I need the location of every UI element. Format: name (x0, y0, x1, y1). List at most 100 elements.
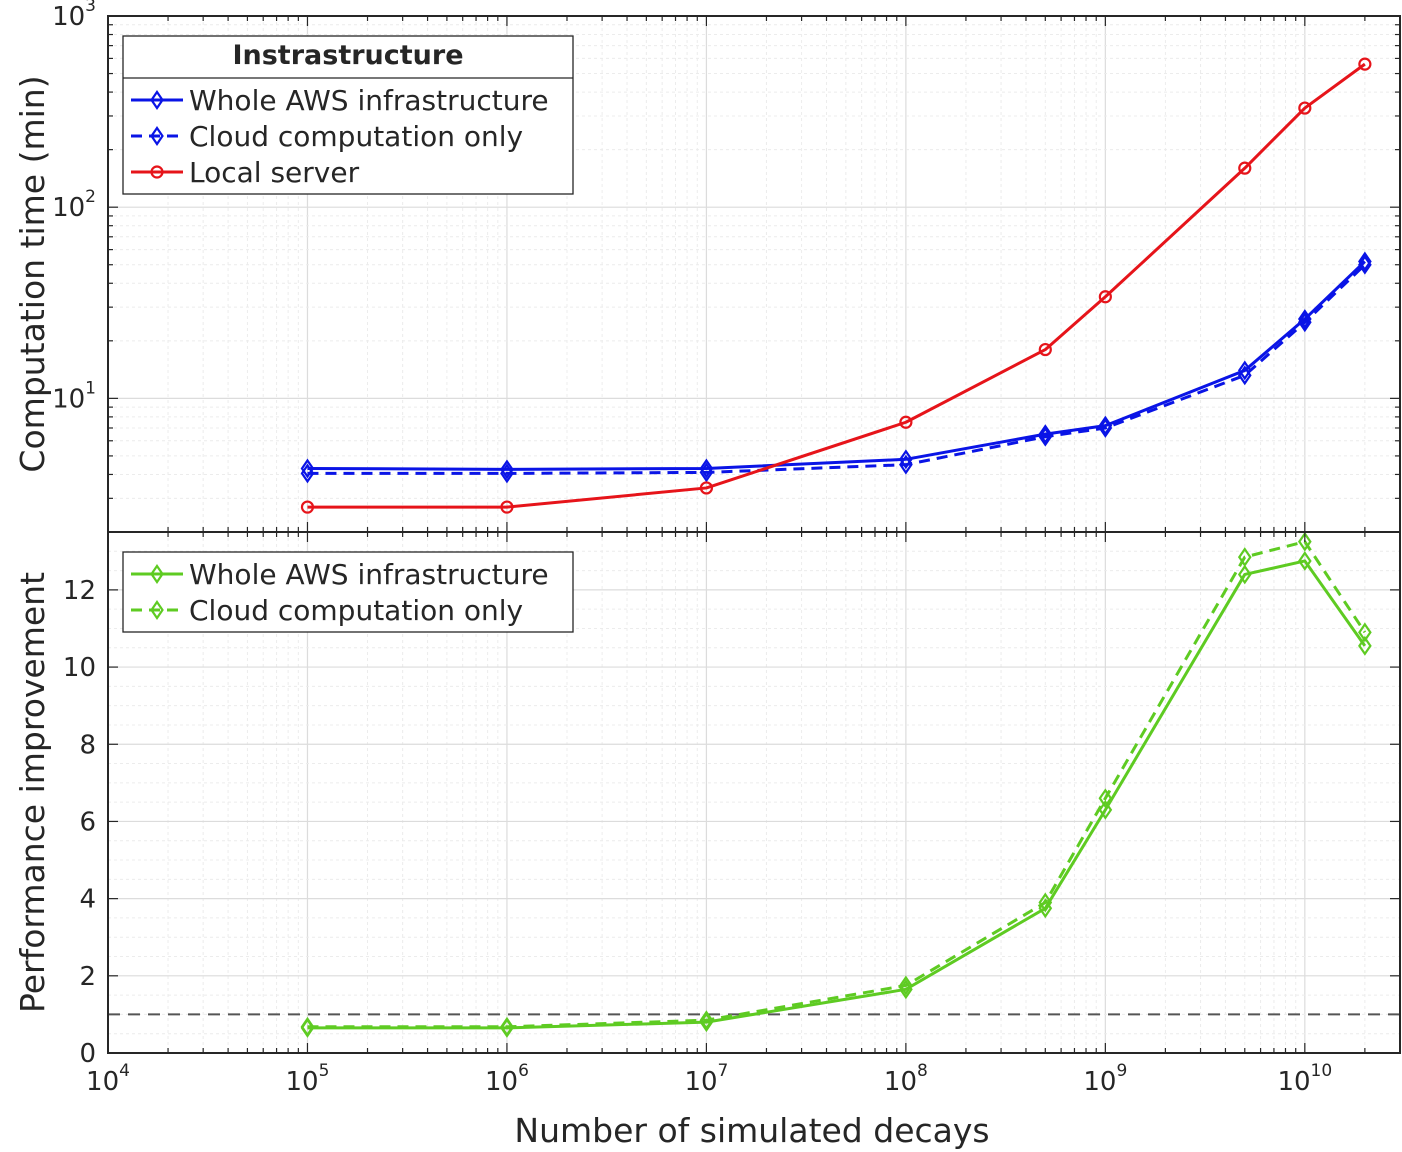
series-line (307, 62, 1366, 509)
y-tick-label: 103 (52, 0, 96, 32)
x-axis-title: Number of simulated decays (514, 1111, 989, 1150)
plot-frame (107, 531, 1401, 1054)
series-0 (300, 251, 1372, 480)
gridlines (107, 531, 1401, 1054)
y-tick-label: 102 (52, 187, 96, 223)
tick-exponent: 3 (85, 0, 96, 16)
tick-exponent: 1 (85, 378, 96, 398)
data-point (1297, 531, 1312, 552)
series-line (307, 559, 1367, 1030)
data-point (1358, 635, 1372, 656)
data-point (1238, 161, 1252, 175)
tick-base: 10 (52, 384, 85, 414)
data-point (699, 1010, 714, 1031)
data-point (899, 454, 913, 475)
data-point (1358, 254, 1372, 275)
tick-exponent: 8 (917, 1061, 928, 1081)
data-point (699, 458, 714, 479)
y-tick-label: 4 (79, 885, 96, 915)
data-point (1237, 365, 1252, 386)
y-tick-labels: 0 2 4 6 8 10 12 (63, 576, 96, 1069)
data-point (1098, 290, 1112, 304)
data-point (300, 458, 315, 479)
series-line (307, 260, 1366, 471)
legend-box (122, 551, 574, 633)
legend-label: Local server (189, 156, 360, 189)
legend-swatch-marker (150, 564, 164, 584)
series-1 (300, 531, 1372, 1037)
y-axis-title: Performance improvement (13, 572, 52, 1013)
series-1 (300, 254, 1372, 484)
data-point (300, 500, 315, 514)
legend-swatch-marker (150, 90, 164, 110)
tick-exponent: 10 (1311, 1061, 1333, 1081)
data-point (500, 463, 514, 484)
tick-base: 10 (52, 2, 85, 32)
tick-exponent: 4 (119, 1061, 130, 1081)
data-point (1297, 309, 1312, 329)
x-tick-labels: 104 105 106 107 108 109 1010 (86, 1061, 1332, 1097)
data-point (500, 500, 514, 514)
y-tick-label: 6 (79, 807, 96, 837)
x-tick-label: 109 (1083, 1061, 1127, 1097)
y-tick-label: 8 (79, 730, 96, 760)
tick-base: 10 (1277, 1067, 1310, 1097)
data-point (1297, 551, 1312, 571)
tick-base: 10 (86, 1067, 119, 1097)
x-tick-label: 107 (684, 1061, 728, 1097)
x-tick-label: 106 (485, 1061, 529, 1097)
y-tick-label: 10 (63, 653, 96, 683)
legend-swatch-marker (150, 126, 164, 146)
legend-swatch-marker (150, 165, 164, 179)
data-point (1098, 788, 1113, 809)
tick-base: 10 (286, 1067, 319, 1097)
y-tick-label: 12 (63, 576, 96, 606)
data-point (300, 1016, 315, 1037)
legend-title: Instrastructure (232, 40, 463, 71)
tick-exponent: 2 (85, 187, 96, 207)
data-point (300, 463, 315, 484)
data-point (1358, 57, 1372, 71)
x-tick-label: 104 (86, 1061, 130, 1097)
data-point (1358, 251, 1372, 272)
legend-label: Cloud computation only (189, 120, 523, 153)
data-point (899, 449, 913, 470)
legend: Instrastructure Whole AWS infrastructureC… (122, 35, 574, 195)
y-axis-title: Computation time (min) (13, 75, 52, 472)
legend-box (122, 35, 574, 195)
data-point (500, 459, 514, 480)
data-point (1038, 426, 1053, 447)
x-tick-label: 108 (884, 1061, 928, 1097)
tick-base: 10 (684, 1067, 717, 1097)
data-point (1038, 892, 1053, 913)
data-point (1038, 342, 1052, 357)
data-point (1298, 101, 1312, 115)
y-tick-label: 101 (52, 378, 96, 414)
data-point (1237, 547, 1252, 568)
legend-label: Whole AWS infrastructure (189, 558, 549, 591)
y-tick-label: 0 (79, 1039, 96, 1069)
tick-exponent: 7 (718, 1061, 729, 1081)
tick-exponent: 5 (319, 1061, 330, 1081)
tick-base: 10 (52, 193, 85, 223)
data-point (1098, 415, 1113, 436)
data-point (1038, 424, 1053, 445)
tick-exponent: 9 (1116, 1061, 1127, 1081)
legend-label: Cloud computation only (189, 594, 523, 627)
legend-label: Whole AWS infrastructure (189, 84, 549, 117)
tick-base: 10 (884, 1067, 917, 1097)
data-point (1237, 564, 1252, 585)
data-point (699, 462, 714, 483)
series-line (307, 263, 1366, 475)
x-tick-label: 1010 (1277, 1061, 1332, 1097)
tick-exponent: 6 (518, 1061, 529, 1081)
data-point (899, 975, 913, 996)
series-2 (300, 57, 1372, 514)
tick-base: 10 (485, 1067, 518, 1097)
tick-base: 10 (1083, 1067, 1116, 1097)
